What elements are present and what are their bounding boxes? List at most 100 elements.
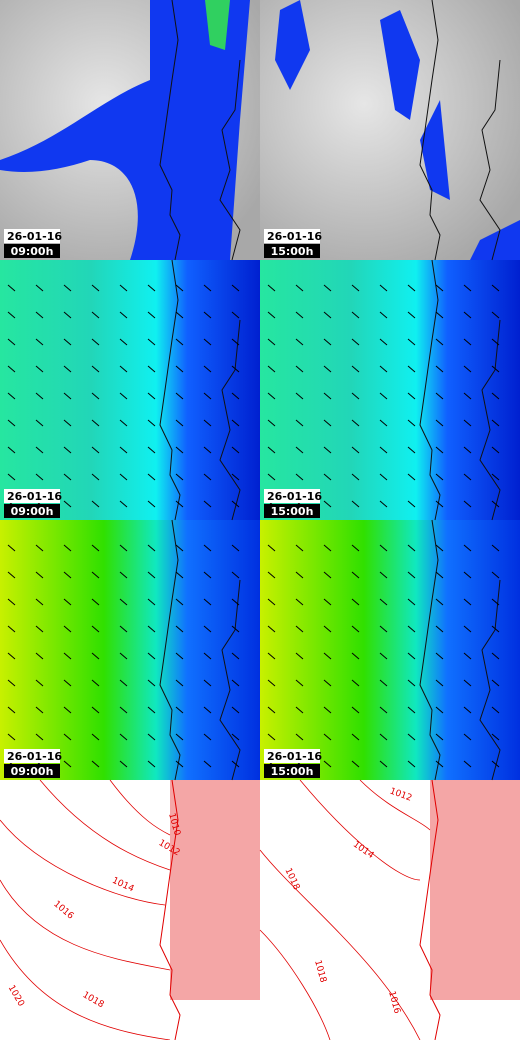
arrow: [435, 284, 444, 292]
date-box: [4, 229, 60, 243]
arrow: [203, 473, 212, 481]
arrow: [491, 598, 500, 606]
arrow: [491, 311, 500, 319]
arrow: [63, 419, 72, 427]
isobar-label: 1020: [6, 984, 26, 1009]
arrow: [203, 760, 212, 768]
arrow: [463, 500, 472, 508]
arrow: [119, 311, 128, 319]
border: [219, 579, 241, 781]
arrow: [175, 284, 184, 292]
arrow: [175, 760, 184, 768]
arrow: [407, 284, 416, 292]
arrow: [323, 419, 332, 427]
arrow: [295, 571, 304, 579]
arrow: [435, 760, 444, 768]
arrow: [7, 311, 16, 319]
arrow: [91, 706, 100, 714]
arrow: [407, 473, 416, 481]
arrow: [63, 706, 72, 714]
arrow: [295, 625, 304, 633]
arrow: [379, 598, 388, 606]
arrow: [119, 544, 128, 552]
arrow: [463, 311, 472, 319]
arrow: [119, 365, 128, 373]
isobar-label: 1016: [51, 899, 75, 922]
arrow: [463, 392, 472, 400]
arrow: [435, 571, 444, 579]
arrow: [379, 733, 388, 741]
arrow: [35, 473, 44, 481]
border: [479, 319, 501, 521]
arrow: [91, 311, 100, 319]
arrow: [267, 571, 276, 579]
arrow: [147, 571, 156, 579]
border: [219, 319, 241, 521]
arrow: [63, 679, 72, 687]
arrow: [203, 311, 212, 319]
arrow: [351, 679, 360, 687]
arrow: [491, 284, 500, 292]
coast: [419, 0, 441, 261]
precip: [205, 0, 230, 50]
arrow: [119, 625, 128, 633]
arrow: [175, 544, 184, 552]
time: 15:00h: [271, 245, 314, 258]
isobars: [0, 779, 520, 1040]
arrow: [407, 625, 416, 633]
arrow: [379, 284, 388, 292]
arrow: [203, 419, 212, 427]
arrow: [175, 392, 184, 400]
arrow: [7, 733, 16, 741]
arrow: [119, 392, 128, 400]
arrow: [379, 652, 388, 660]
arrow: [231, 760, 240, 768]
time: 15:00h: [271, 765, 314, 778]
arrow: [323, 284, 332, 292]
arrow: [63, 598, 72, 606]
arrow: [491, 419, 500, 427]
arrow: [35, 733, 44, 741]
arrow: [323, 365, 332, 373]
date-box: [264, 489, 320, 503]
arrow: [35, 419, 44, 427]
arrow: [203, 598, 212, 606]
arrow: [231, 419, 240, 427]
arrow: [267, 598, 276, 606]
arrow: [323, 679, 332, 687]
arrow: [435, 338, 444, 346]
arrow: [295, 706, 304, 714]
isobar-label: 1014: [351, 840, 376, 861]
coast: [159, 519, 181, 781]
arrow: [63, 760, 72, 768]
arrow: [323, 544, 332, 552]
arrow: [175, 706, 184, 714]
arrow: [175, 571, 184, 579]
arrow: [351, 500, 360, 508]
arrow: [351, 571, 360, 579]
arrow: [203, 392, 212, 400]
arrow: [91, 338, 100, 346]
arrow: [463, 419, 472, 427]
arrow: [35, 652, 44, 660]
arrow: [323, 760, 332, 768]
arrow: [63, 544, 72, 552]
arrow: [203, 625, 212, 633]
coast: [419, 779, 441, 1040]
arrow: [147, 625, 156, 633]
arrow: [175, 365, 184, 373]
arrow: [435, 544, 444, 552]
arrow: [147, 311, 156, 319]
arrow: [91, 625, 100, 633]
arrow: [63, 365, 72, 373]
arrow: [267, 473, 276, 481]
arrow: [491, 544, 500, 552]
arrow: [267, 446, 276, 454]
arrow: [407, 311, 416, 319]
arrow: [435, 311, 444, 319]
arrow: [295, 473, 304, 481]
precip: [0, 0, 250, 260]
arrow: [463, 598, 472, 606]
